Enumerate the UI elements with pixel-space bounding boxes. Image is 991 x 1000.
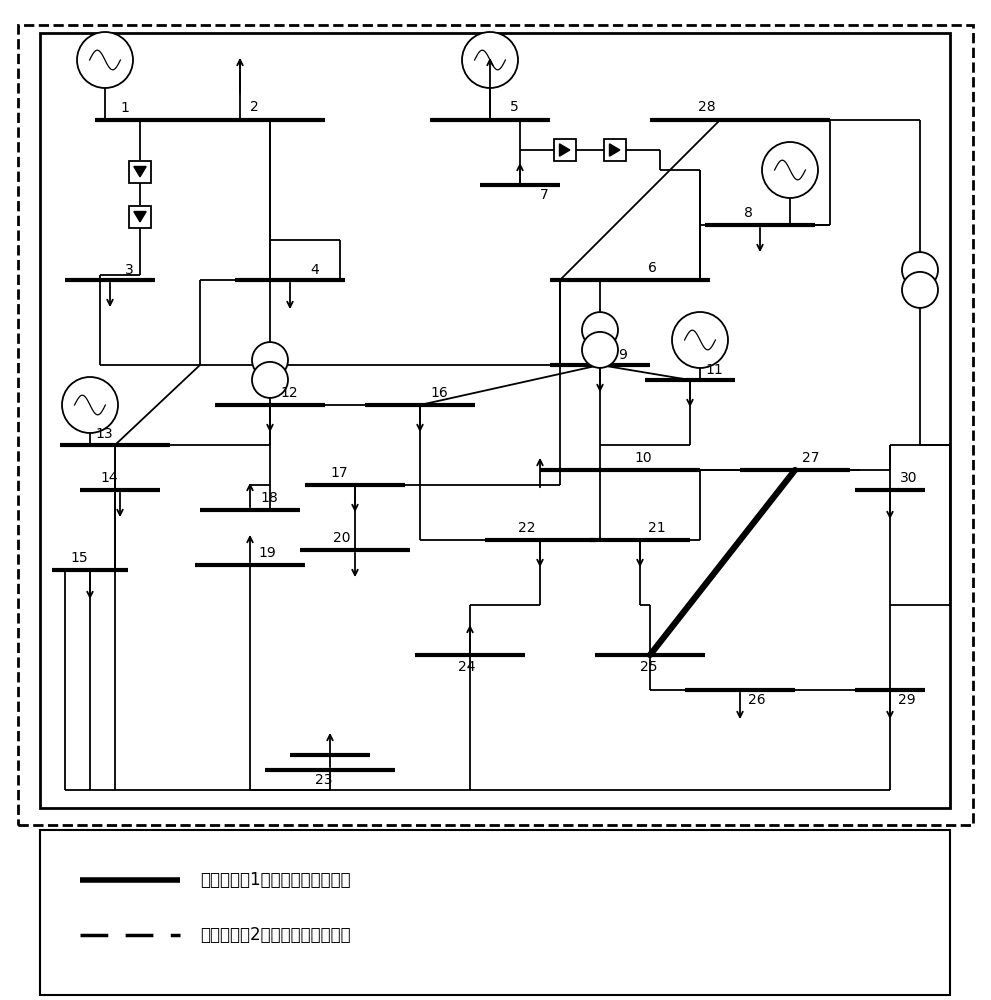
Text: 28: 28	[698, 100, 716, 114]
Text: 16: 16	[430, 386, 448, 400]
Circle shape	[582, 312, 618, 348]
Circle shape	[762, 142, 818, 198]
Text: 17: 17	[330, 466, 348, 480]
Text: 29: 29	[898, 693, 916, 707]
Circle shape	[672, 312, 728, 368]
Text: 11: 11	[705, 363, 722, 377]
Text: 9: 9	[618, 348, 627, 362]
Polygon shape	[134, 212, 146, 222]
Circle shape	[77, 32, 133, 88]
Text: 24: 24	[458, 660, 476, 674]
Text: 23: 23	[315, 773, 333, 787]
Text: 30: 30	[900, 471, 918, 485]
Circle shape	[902, 252, 938, 288]
Circle shape	[462, 32, 518, 88]
Text: 25: 25	[640, 660, 657, 674]
Text: 19: 19	[258, 546, 275, 560]
Bar	[554, 139, 576, 161]
Text: 6: 6	[648, 261, 657, 275]
Circle shape	[252, 362, 288, 398]
Bar	[604, 139, 626, 161]
Text: 20: 20	[333, 531, 351, 545]
Text: 1: 1	[120, 101, 129, 115]
Text: 15: 15	[70, 551, 87, 565]
Text: 4: 4	[310, 263, 319, 277]
Text: 22: 22	[518, 521, 535, 535]
Text: 18: 18	[260, 491, 277, 505]
Text: 5: 5	[510, 100, 518, 114]
Text: 27: 27	[802, 451, 820, 465]
Text: 21: 21	[648, 521, 666, 535]
Text: 13: 13	[95, 427, 113, 441]
Text: 7: 7	[540, 188, 549, 202]
Bar	[40, 33, 950, 808]
Text: 26: 26	[748, 693, 766, 707]
Circle shape	[62, 377, 118, 433]
Bar	[129, 206, 151, 228]
Text: 直流子系统2的临界故障阻抗边界: 直流子系统2的临界故障阻抗边界	[200, 926, 351, 944]
Polygon shape	[560, 144, 570, 156]
Bar	[129, 161, 151, 183]
Polygon shape	[609, 144, 619, 156]
Polygon shape	[134, 166, 146, 177]
Text: 14: 14	[100, 471, 118, 485]
Text: 10: 10	[634, 451, 652, 465]
Circle shape	[902, 272, 938, 308]
Text: 12: 12	[280, 386, 297, 400]
Text: 3: 3	[125, 263, 134, 277]
Text: 2: 2	[250, 100, 259, 114]
Bar	[18, 25, 973, 825]
Text: 直流子系统1的临界故障阻抗边界: 直流子系统1的临界故障阻抗边界	[200, 871, 351, 889]
Bar	[40, 830, 950, 995]
Circle shape	[252, 342, 288, 378]
Text: 8: 8	[744, 206, 753, 220]
Circle shape	[582, 332, 618, 368]
